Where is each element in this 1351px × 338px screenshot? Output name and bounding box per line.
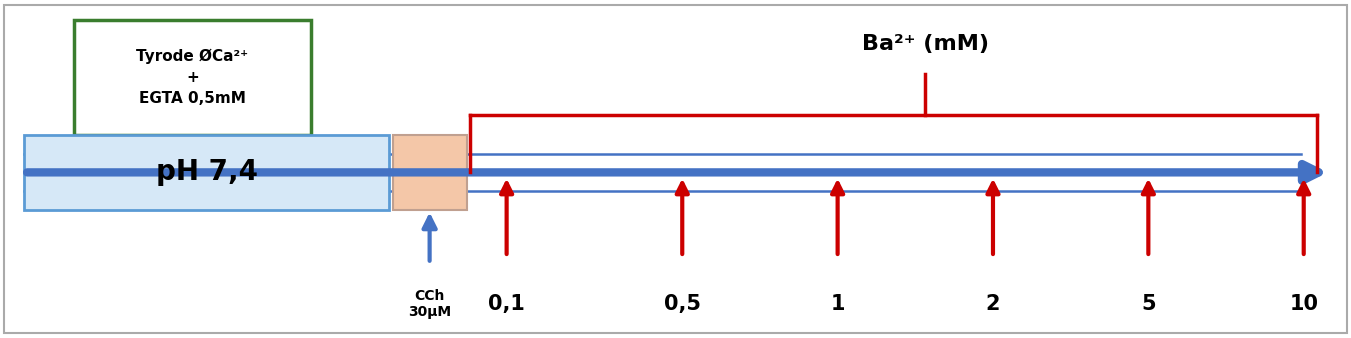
Text: CCh
30μM: CCh 30μM xyxy=(408,289,451,319)
FancyBboxPatch shape xyxy=(393,135,467,210)
Text: Tyrode ØCa²⁺
+
EGTA 0,5mM: Tyrode ØCa²⁺ + EGTA 0,5mM xyxy=(136,49,249,106)
Text: 1: 1 xyxy=(831,294,844,314)
Text: 5: 5 xyxy=(1142,294,1155,314)
Text: pH 7,4: pH 7,4 xyxy=(155,159,258,186)
FancyBboxPatch shape xyxy=(24,135,389,210)
FancyBboxPatch shape xyxy=(4,5,1347,333)
Text: 2: 2 xyxy=(986,294,1000,314)
Text: 0,5: 0,5 xyxy=(663,294,701,314)
Text: 10: 10 xyxy=(1289,294,1319,314)
FancyBboxPatch shape xyxy=(74,20,311,135)
Text: 0,1: 0,1 xyxy=(488,294,526,314)
Text: Ba²⁺ (mM): Ba²⁺ (mM) xyxy=(862,34,989,54)
